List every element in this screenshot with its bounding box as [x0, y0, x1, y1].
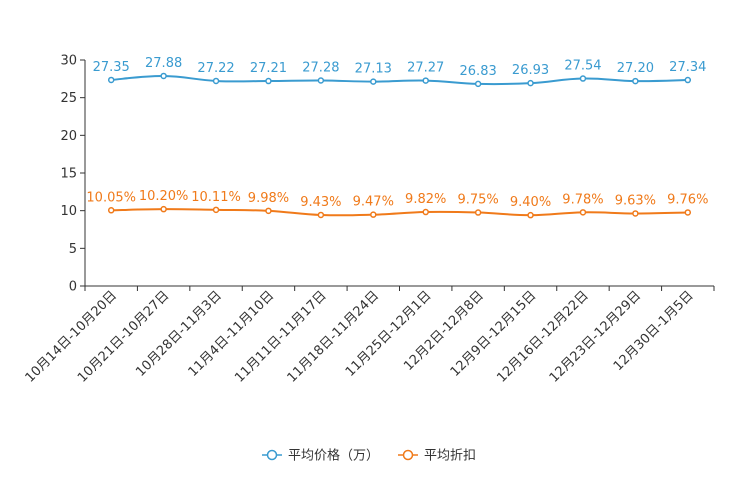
x-tick-label: 12月23日-12月29日	[547, 288, 644, 385]
data-label: 26.93	[512, 63, 549, 78]
data-label: 9.40%	[510, 195, 551, 210]
data-label: 9.47%	[353, 195, 394, 210]
data-label: 10.11%	[191, 190, 241, 205]
data-label: 27.34	[669, 60, 706, 75]
series-1-point	[474, 209, 482, 216]
data-label: 27.27	[407, 61, 444, 76]
data-label: 9.98%	[248, 191, 289, 206]
data-label: 27.54	[564, 59, 601, 74]
data-label: 9.63%	[615, 193, 656, 208]
legend-swatch-marker	[402, 449, 414, 461]
data-label: 10.05%	[86, 190, 136, 205]
series-1-point	[160, 205, 167, 213]
y-tick-label: 15	[60, 167, 77, 182]
data-label: 27.28	[302, 60, 339, 75]
series-0-point	[579, 75, 587, 82]
y-tick-label: 10	[60, 204, 77, 219]
series-line-0	[111, 74, 688, 86]
data-label: 9.76%	[667, 192, 708, 207]
data-label: 27.21	[250, 61, 287, 76]
y-tick-label: 20	[60, 129, 77, 144]
series-1-point	[370, 211, 377, 218]
y-tick-label: 0	[69, 280, 77, 295]
series-0-point	[160, 72, 167, 80]
legend-label: 平均价格（万）	[288, 448, 379, 464]
series-1-point	[527, 211, 534, 219]
series-1-point	[422, 208, 429, 216]
data-label: 10.20%	[139, 189, 189, 204]
series-0-point	[107, 76, 115, 84]
y-tick-label: 25	[60, 91, 77, 106]
data-label: 9.75%	[457, 193, 498, 208]
series-0-point	[422, 77, 429, 84]
series-1-point	[317, 211, 325, 219]
y-tick-label: 30	[60, 54, 77, 69]
series-0-point	[632, 77, 639, 85]
x-tick-label: 11月11日-11月17日	[232, 288, 329, 385]
x-tick-label: 10月21日-10月27日	[75, 288, 172, 385]
series-1-point	[265, 207, 272, 215]
series-layer	[107, 72, 692, 219]
series-1-point	[212, 206, 220, 214]
series-1-point	[632, 210, 639, 217]
series-0-point	[212, 77, 220, 85]
data-label: 9.43%	[300, 195, 341, 210]
series-line-1	[111, 208, 688, 217]
data-label: 27.20	[617, 61, 654, 76]
series-1-point	[684, 209, 692, 216]
data-label: 27.35	[93, 60, 130, 75]
x-tick-label: 11月18日-11月24日	[285, 288, 382, 385]
data-labels-layer: 27.35 27.88 27.22 27.21 27.28 27.13 27.27 26.83…	[86, 56, 708, 210]
data-label: 27.22	[197, 61, 234, 76]
data-label: 9.78%	[562, 192, 603, 207]
series-0-point	[370, 78, 377, 85]
x-tick-label: 10月14日-10月20日	[23, 288, 120, 385]
series-1-point	[107, 207, 115, 214]
data-label: 27.13	[355, 62, 392, 77]
y-tick-label: 5	[69, 242, 77, 257]
series-0-point	[474, 80, 482, 88]
x-tick-label: 12月16日-12月22日	[494, 288, 591, 385]
series-0-point	[527, 79, 534, 87]
legend-swatch-marker	[266, 449, 278, 461]
legend: 平均价格（万） 平均折扣	[262, 448, 476, 464]
series-0-point	[317, 77, 325, 84]
data-label: 26.83	[460, 64, 497, 79]
series-0-point	[684, 76, 692, 84]
series-0-point	[265, 77, 272, 85]
data-label: 27.88	[145, 56, 182, 71]
legend-label: 平均折扣	[424, 449, 476, 464]
data-label: 9.82%	[405, 192, 446, 207]
series-1-point	[579, 209, 587, 216]
